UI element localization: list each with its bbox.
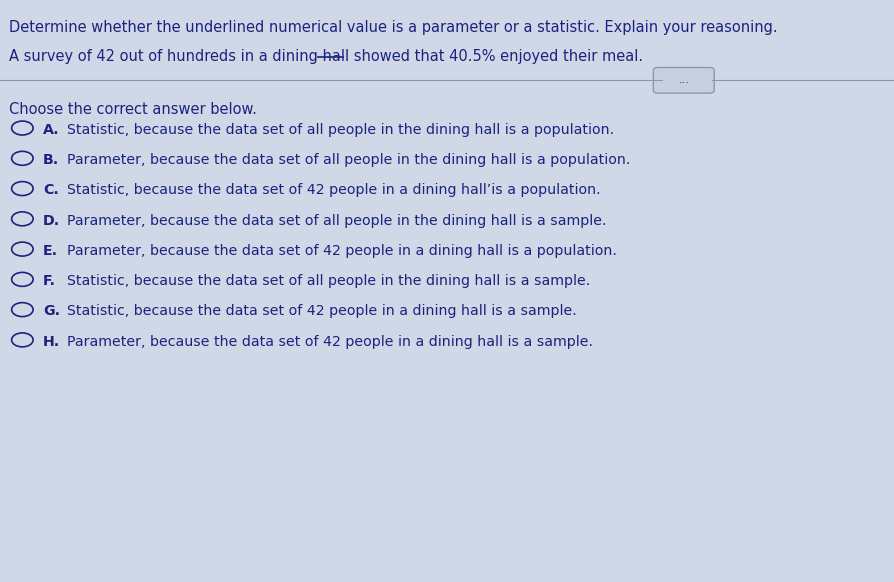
Text: G.: G. [43, 304, 60, 318]
Text: C.: C. [43, 183, 59, 197]
Text: Parameter, because the data set of all people in the dining hall is a sample.: Parameter, because the data set of all p… [67, 214, 606, 228]
Text: H.: H. [43, 335, 60, 349]
Circle shape [12, 212, 33, 226]
Text: Statistic, because the data set of 42 people in a dining hall’is a population.: Statistic, because the data set of 42 pe… [67, 183, 600, 197]
Text: Statistic, because the data set of all people in the dining hall is a sample.: Statistic, because the data set of all p… [67, 274, 590, 288]
Circle shape [12, 151, 33, 165]
Text: ...: ... [678, 75, 688, 86]
Circle shape [12, 182, 33, 196]
Text: Parameter, because the data set of all people in the dining hall is a population: Parameter, because the data set of all p… [67, 153, 629, 167]
Text: Determine whether the underlined numerical value is a parameter or a statistic. : Determine whether the underlined numeric… [9, 20, 777, 36]
Text: Statistic, because the data set of 42 people in a dining hall is a sample.: Statistic, because the data set of 42 pe… [67, 304, 577, 318]
Circle shape [12, 121, 33, 135]
Circle shape [12, 242, 33, 256]
Circle shape [12, 272, 33, 286]
Text: A.: A. [43, 123, 60, 137]
Text: Statistic, because the data set of all people in the dining hall is a population: Statistic, because the data set of all p… [67, 123, 613, 137]
Text: Choose the correct answer below.: Choose the correct answer below. [9, 102, 257, 117]
FancyBboxPatch shape [653, 68, 713, 93]
Text: E.: E. [43, 244, 58, 258]
Text: A survey of 42 out of hundreds in a dining hall showed that 40.5% enjoyed their : A survey of 42 out of hundreds in a dini… [9, 49, 643, 65]
Text: B.: B. [43, 153, 59, 167]
Text: D.: D. [43, 214, 60, 228]
Circle shape [12, 303, 33, 317]
Text: Parameter, because the data set of 42 people in a dining hall is a sample.: Parameter, because the data set of 42 pe… [67, 335, 593, 349]
Text: Parameter, because the data set of 42 people in a dining hall is a population.: Parameter, because the data set of 42 pe… [67, 244, 616, 258]
Text: F.: F. [43, 274, 56, 288]
Circle shape [12, 333, 33, 347]
